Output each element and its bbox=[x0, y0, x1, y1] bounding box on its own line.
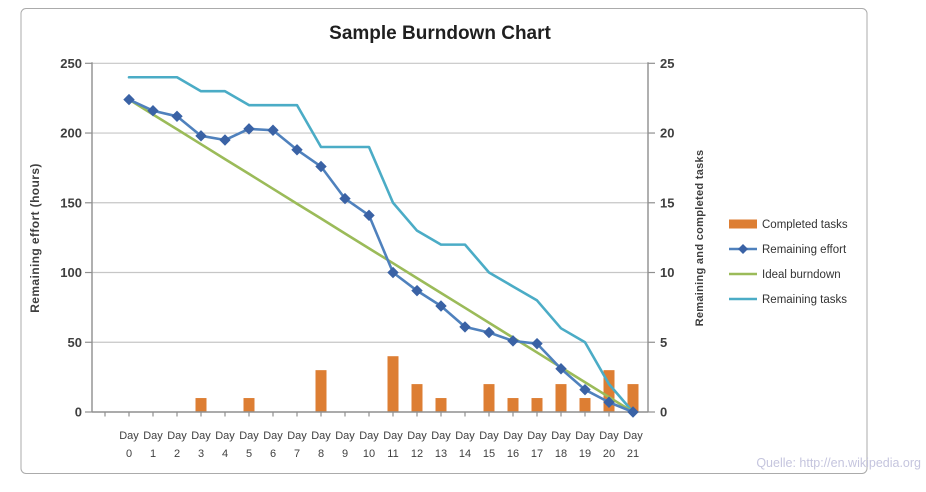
x-axis-label-day-13: Day 13 bbox=[431, 430, 451, 460]
x-axis-label-day-3: Day 3 bbox=[191, 430, 211, 460]
point-remaining-effort-day-4 bbox=[219, 134, 231, 146]
legend-item-completed-tasks: Completed tasks bbox=[729, 219, 848, 231]
point-remaining-effort-day-0 bbox=[123, 93, 135, 106]
left-axis-title: Remaining effort (hours) bbox=[28, 163, 42, 313]
bar-completed-tasks-day-15 bbox=[483, 384, 495, 412]
axes bbox=[85, 62, 655, 417]
series-lines bbox=[123, 75, 639, 418]
x-axis-label-day-19: Day 19 bbox=[575, 430, 595, 460]
point-remaining-effort-day-18 bbox=[555, 363, 567, 375]
bar-completed-tasks-day-5 bbox=[243, 398, 255, 412]
point-remaining-effort-day-10 bbox=[363, 209, 375, 222]
bar-completed-tasks-day-8 bbox=[315, 370, 327, 412]
point-remaining-effort-day-11 bbox=[387, 266, 399, 279]
point-remaining-effort-day-20 bbox=[603, 396, 615, 408]
right-axis-tick-label: 0 bbox=[660, 405, 667, 420]
point-remaining-effort-day-14 bbox=[459, 321, 471, 333]
legend-label: Remaining effort bbox=[762, 244, 847, 256]
point-remaining-effort-day-13 bbox=[435, 300, 447, 312]
left-axis-tick-label: 50 bbox=[68, 335, 82, 350]
x-axis-label-day-2: Day 2 bbox=[167, 430, 187, 460]
point-remaining-effort-day-19 bbox=[579, 383, 591, 396]
point-remaining-effort-day-21 bbox=[627, 406, 639, 418]
right-axis-tick-label: 20 bbox=[660, 126, 674, 141]
x-axis-label-day-7: Day 7 bbox=[287, 430, 307, 460]
bar-completed-tasks-day-17 bbox=[531, 398, 543, 412]
x-axis-label-day-11: Day 11 bbox=[383, 430, 403, 460]
right-axis-tick-label: 5 bbox=[660, 335, 667, 350]
point-remaining-effort-day-15 bbox=[483, 326, 495, 339]
bar-completed-tasks-day-18 bbox=[555, 384, 567, 412]
legend-item-remaining-effort: Remaining effort bbox=[729, 244, 847, 256]
x-axis-label-day-21: Day 21 bbox=[623, 430, 643, 460]
point-remaining-effort-day-1 bbox=[147, 105, 159, 117]
bar-completed-tasks-day-20 bbox=[603, 370, 615, 412]
bar-completed-tasks-day-19 bbox=[579, 398, 591, 412]
left-axis-tick-label: 250 bbox=[60, 56, 82, 71]
left-axis-tick-label: 100 bbox=[60, 265, 82, 280]
x-axis-label-day-15: Day 15 bbox=[479, 430, 499, 460]
point-remaining-effort-day-5 bbox=[243, 123, 255, 135]
x-axis-label-day-10: Day 10 bbox=[359, 430, 379, 460]
legend-swatch-marker bbox=[738, 244, 748, 254]
right-axis-tick-label: 15 bbox=[660, 195, 674, 210]
point-remaining-effort-day-8 bbox=[315, 160, 327, 173]
right-axis-title: Remaining and completed tasks bbox=[694, 150, 706, 327]
x-axis-label-day-6: Day 6 bbox=[263, 430, 283, 460]
line-remaining-effort bbox=[127, 98, 635, 414]
legend-item-ideal-burndown: Ideal burndown bbox=[729, 269, 841, 281]
line-ideal-burndown bbox=[127, 98, 635, 414]
point-remaining-effort-day-7 bbox=[291, 144, 303, 156]
line-remaining-tasks bbox=[127, 75, 635, 414]
x-axis-label-day-1: Day 1 bbox=[143, 430, 163, 460]
point-remaining-effort-day-12 bbox=[411, 284, 423, 297]
x-axis-label-day-20: Day 20 bbox=[599, 430, 619, 460]
x-axis-label-day-8: Day 8 bbox=[311, 430, 331, 460]
source-note: Quelle: http://en.wikipedia.org bbox=[756, 456, 921, 470]
point-remaining-effort-day-17 bbox=[531, 337, 543, 350]
bar-completed-tasks-day-3 bbox=[195, 398, 207, 412]
legend-label: Completed tasks bbox=[762, 219, 848, 231]
legend-label: Ideal burndown bbox=[762, 269, 841, 281]
bar-completed-tasks-day-12 bbox=[411, 384, 423, 412]
point-remaining-effort-day-2 bbox=[171, 110, 183, 123]
right-axis-tick-label: 10 bbox=[660, 265, 674, 280]
left-axis-tick-label: 0 bbox=[75, 405, 82, 420]
legend-item-remaining-tasks: Remaining tasks bbox=[729, 294, 847, 306]
bars-completed-tasks bbox=[195, 356, 639, 412]
x-axis-label-day-0: Day 0 bbox=[119, 430, 139, 460]
bar-completed-tasks-day-13 bbox=[435, 398, 447, 412]
x-axis-label-day-12: Day 12 bbox=[407, 430, 427, 460]
legend-swatch-bar bbox=[729, 219, 757, 229]
legend: Completed tasks Remaining effort Ideal bur… bbox=[729, 219, 848, 306]
point-remaining-effort-day-6 bbox=[267, 124, 279, 136]
chart-title: Sample Burndown Chart bbox=[329, 23, 551, 44]
chart-frame bbox=[20, 8, 868, 474]
x-axis-label-day-18: Day 18 bbox=[551, 430, 571, 460]
left-axis-tick-label: 200 bbox=[60, 126, 82, 141]
x-axis-label-day-17: Day 17 bbox=[527, 430, 547, 460]
x-axis-label-day-14: Day 14 bbox=[455, 430, 475, 460]
x-axis-label-day-4: Day 4 bbox=[215, 430, 235, 460]
bar-completed-tasks-day-21 bbox=[627, 384, 639, 412]
left-axis-tick-label: 150 bbox=[60, 195, 82, 210]
bar-completed-tasks-day-16 bbox=[507, 398, 519, 412]
x-axis-label-day-16: Day 16 bbox=[503, 430, 523, 460]
x-axis-label-day-9: Day 9 bbox=[335, 430, 355, 460]
point-remaining-effort-day-16 bbox=[507, 335, 519, 347]
x-axis-label-day-5: Day 5 bbox=[239, 430, 259, 460]
point-remaining-effort-day-9 bbox=[339, 192, 351, 205]
right-axis-tick-label: 25 bbox=[660, 56, 674, 71]
point-remaining-effort-day-3 bbox=[195, 130, 207, 142]
legend-label: Remaining tasks bbox=[762, 294, 847, 306]
y-axis-tick-labels: 0 50 100 150 200 250 0 5 10 15 20 25 bbox=[60, 56, 674, 420]
bar-completed-tasks-day-11 bbox=[387, 356, 399, 412]
